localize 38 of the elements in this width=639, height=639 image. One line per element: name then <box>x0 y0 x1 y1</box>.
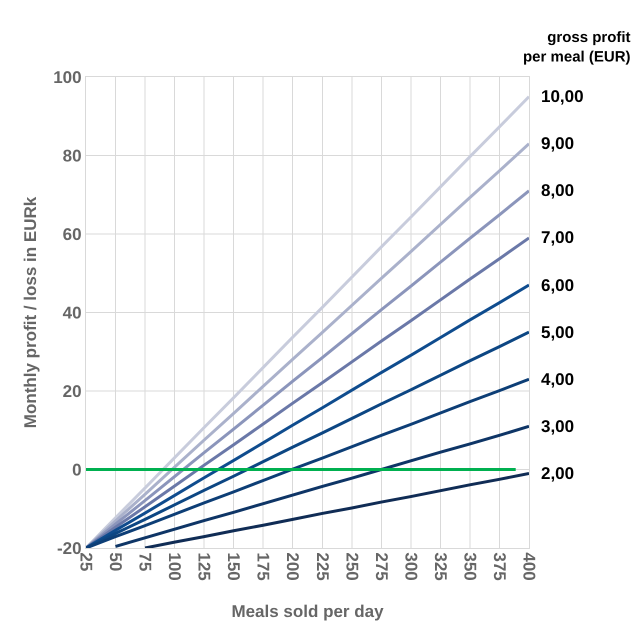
x-tick-label: 175 <box>254 552 273 581</box>
y-axis-title: Monthly profit / loss in EURk <box>20 196 40 428</box>
y-tick-label: 60 <box>62 224 82 244</box>
x-tick-label: 150 <box>224 552 244 581</box>
y-tick-label: 20 <box>62 382 82 401</box>
x-tick-label: 325 <box>430 552 450 581</box>
x-tick-label: 350 <box>460 552 480 581</box>
series-label: 3,00 <box>541 417 574 436</box>
x-axis-title: Meals sold per day <box>231 602 384 622</box>
series-label: 6,00 <box>541 276 574 295</box>
x-tick-label: 50 <box>106 552 126 572</box>
x-tick-label: 225 <box>312 552 332 581</box>
line-series <box>144 472 529 548</box>
y-tick-label: 100 <box>53 68 82 87</box>
y-tick-label: 80 <box>62 146 82 166</box>
series-label: 10,00 <box>541 87 584 106</box>
x-tick-label: 275 <box>372 552 391 581</box>
x-tick-label: 100 <box>165 552 184 581</box>
line-series <box>86 378 529 548</box>
series-label: 4,00 <box>541 370 574 389</box>
x-tick-label: 125 <box>194 552 214 581</box>
x-tick-label: 75 <box>136 552 155 572</box>
series-label: 8,00 <box>541 181 574 200</box>
y-tick-label: 40 <box>62 303 82 322</box>
x-tick-label: 250 <box>342 552 362 581</box>
series-label: 5,00 <box>541 323 574 342</box>
x-tick-label: 375 <box>490 552 509 581</box>
line-series <box>114 424 529 548</box>
series-label: 7,00 <box>541 228 574 247</box>
x-tick-label: 400 <box>519 552 538 581</box>
series-label: 2,00 <box>541 464 574 483</box>
x-tick-label: 300 <box>401 552 420 581</box>
y-tick-label: -20 <box>57 538 82 558</box>
x-tick-label: 200 <box>283 552 302 581</box>
legend-title: gross profit per meal (EUR) <box>523 29 631 66</box>
series-label: 9,00 <box>541 134 574 153</box>
y-tick-label: 0 <box>72 460 82 480</box>
line-series <box>86 284 529 548</box>
